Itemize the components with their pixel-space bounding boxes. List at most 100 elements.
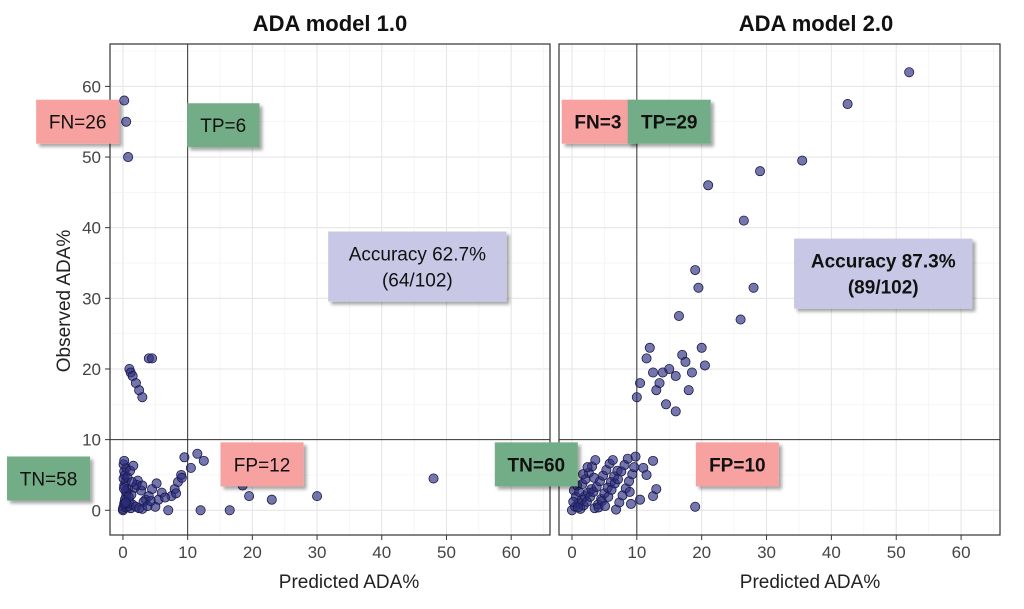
annotation-text: (64/102) [382,271,453,292]
scatter-point [686,367,697,378]
scatter-point [735,314,746,325]
scatter-point [572,502,583,513]
scatter-point [651,484,662,495]
scatter-point [582,462,593,473]
panel-border [109,43,551,536]
scatter-point [648,367,659,378]
x-tick-label: 50 [887,543,906,562]
scatter-point [123,152,134,163]
x-tick-label: 40 [372,543,391,562]
annotation-background [7,456,91,501]
scatter-point [673,310,684,321]
annotation-text: FN=3 [574,113,621,134]
y-tick-label: 10 [82,431,101,450]
annotation-background [695,442,779,487]
tick-labels: 0 10 20 30 40 50 60 0 10 20 30 40 50 60 [82,77,521,562]
annotation-box: TN=58 [7,456,91,501]
x-tick-label: 20 [692,543,711,562]
annotation-box: FN=3 [561,99,635,144]
scatter-point [703,180,714,191]
annotation-background [494,442,578,487]
annotations: FN=26 TP=6 Accuracy 62.7% (64/102) FP=12 TN=5… [7,99,507,501]
y-tick-label: 50 [82,148,101,167]
annotation-box: Accuracy 62.7% (64/102) [328,231,507,302]
scatter-point [151,478,162,489]
annotation-background [220,442,304,487]
scatter-point [137,392,148,403]
annotation-box: TP=29 [627,99,711,144]
scatter-point [748,282,759,293]
scatter-point [696,342,707,353]
annotation-box: FP=10 [695,442,779,487]
scatter-point [192,448,203,459]
scatter-point [755,166,766,177]
x-axis-title: Predicted ADA% [279,572,420,593]
scatter-point [312,491,323,502]
panel-title: ADA model 2.0 [739,11,893,36]
y-axis-title: Observed ADA% [54,230,75,373]
x-tick-label: 60 [952,543,971,562]
scatter-point [635,494,646,505]
panel-border [558,43,1001,536]
scatter-point [119,95,130,106]
scatter-point [159,492,170,503]
scatter-point [624,486,635,497]
annotation-box: TN=60 [494,442,578,487]
x-axis-title: Predicted ADA% [740,572,881,593]
scatter-point [690,265,701,276]
annotation-text: FP=10 [709,455,766,476]
scatter-point [266,494,277,505]
y-tick-label: 0 [92,501,101,520]
scatter-point [661,399,672,410]
x-tick-label: 0 [567,543,576,562]
scatter-point [644,342,655,353]
scatter-point [797,155,808,166]
annotation-text: Accuracy 87.3% [811,252,956,273]
scatter-point [118,483,129,494]
scatter-point [170,488,181,499]
y-tick-label: 60 [82,77,101,96]
scatter-point [195,505,206,516]
scatter-point [670,406,681,417]
panel-ada-model-1: ADA model 1.0 0 10 20 30 40 50 60 0 10 20 30 40 50 60… [7,11,551,593]
x-tick-label: 10 [627,543,646,562]
scatter-point [428,473,439,484]
scatter-point [147,353,158,364]
scatter-point [577,469,588,480]
scatter-point [622,453,633,464]
annotation-background [794,238,973,309]
scatter-point [631,392,642,403]
scatter-point [121,116,132,127]
scatter-point [738,215,749,226]
scatter-point [629,462,640,473]
scatter-point [641,469,652,480]
annotation-text: TN=58 [20,469,78,490]
scatter-point [185,462,196,473]
scatter-point [904,67,915,78]
x-tick-label: 50 [437,543,456,562]
scatter-point [589,472,600,483]
scatter-point [224,505,235,516]
scatter-point [699,360,710,371]
scatter-point [127,477,138,488]
annotation-text: TP=29 [641,113,698,134]
scatter-point [590,455,601,466]
annotation-text: TN=60 [508,455,566,476]
annotation-text: TP=6 [200,116,246,137]
scatter-point [600,501,611,512]
scatter-point [625,498,636,509]
scatter-point [198,455,209,466]
scatter-point [176,472,187,483]
x-tick-label: 20 [243,543,262,562]
annotations: FN=3 TP=29 Accuracy 87.3% (89/102) FP=10 TN=6… [494,99,973,487]
annotation-box: TP=6 [187,103,260,148]
x-tick-label: 40 [822,543,841,562]
annotation-box: Accuracy 87.3% (89/102) [794,238,973,309]
scatter-point [641,353,652,364]
y-tick-label: 20 [82,360,101,379]
scatter-point [842,99,853,110]
annotation-box: FP=12 [220,442,304,487]
x-tick-label: 0 [118,543,127,562]
scatter-point [693,282,704,293]
